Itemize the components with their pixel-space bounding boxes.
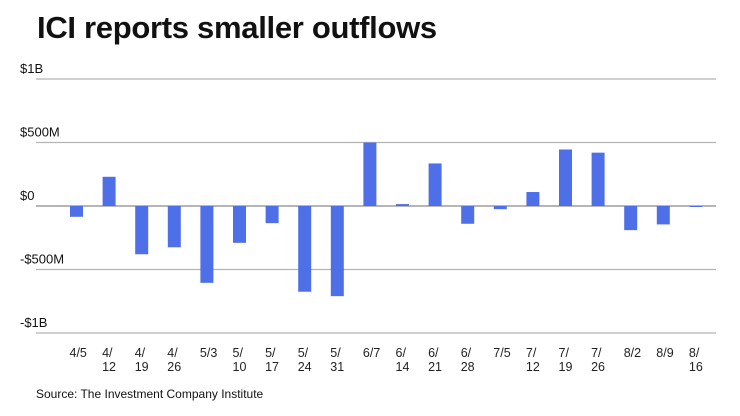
bar [167, 206, 181, 248]
x-tick-label: 5/10 [233, 346, 247, 374]
x-tick-label: 7/19 [559, 346, 573, 374]
x-tick-label: 6/7 [363, 346, 380, 360]
x-tick-label: 7/26 [591, 346, 605, 374]
bar [689, 206, 703, 207]
x-tick-label: 5/31 [330, 346, 344, 374]
bar [200, 206, 214, 283]
x-tick-label: 7/5 [493, 346, 510, 360]
bar [363, 142, 377, 206]
x-tick-label: 7/12 [526, 346, 540, 374]
bar [493, 206, 507, 210]
bar [591, 152, 605, 206]
bars [70, 142, 703, 297]
y-axis-labels: $1B $500M $0 -$500M -$1B [20, 61, 64, 330]
source-note: Source: The Investment Company Institute [36, 387, 264, 401]
bar [624, 206, 638, 231]
x-tick-label: 6/28 [461, 346, 475, 374]
y-tick-label: $1B [20, 61, 43, 76]
x-tick-label: 4/5 [70, 346, 87, 360]
x-tick-label: 4/12 [102, 346, 116, 374]
bar [265, 206, 279, 224]
y-tick-label: $0 [20, 188, 34, 203]
bar [461, 206, 475, 224]
x-tick-label: 5/17 [265, 346, 279, 374]
x-tick-label: 5/3 [200, 346, 217, 360]
x-tick-label: 8/2 [624, 346, 641, 360]
bar [656, 206, 670, 225]
bar [135, 206, 149, 255]
bar [396, 204, 409, 206]
y-tick-label: -$1B [20, 315, 47, 330]
x-tick-label: 5/24 [298, 346, 312, 374]
y-tick-label: -$500M [20, 252, 64, 267]
x-tick-label: 4/26 [167, 346, 181, 374]
bar [526, 192, 540, 206]
bar [559, 149, 572, 206]
bar [298, 206, 312, 292]
x-tick-label: 6/14 [396, 346, 410, 374]
x-tick-label: 4/19 [135, 346, 149, 374]
x-tick-label: 8/16 [689, 346, 703, 374]
x-tick-label: 8/9 [656, 346, 673, 360]
bar [330, 206, 344, 297]
bar [428, 163, 442, 206]
y-tick-label: $500M [20, 125, 60, 140]
x-axis-labels: 4/5 4/12 4/19 4/26 5/3 5/10 5/17 5/24 5/31 6/7 6/1… [70, 346, 703, 374]
x-tick-label: 6/21 [428, 346, 442, 374]
bar [102, 176, 116, 206]
bar [70, 206, 83, 217]
bar [233, 206, 246, 243]
chart-title: ICI reports smaller outflows [37, 10, 437, 45]
